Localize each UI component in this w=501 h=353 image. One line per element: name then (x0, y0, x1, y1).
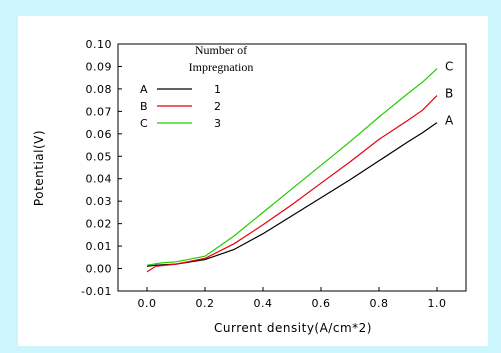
x-tick-label: 0.6 (312, 297, 331, 310)
y-tick-label: 0.07 (86, 105, 113, 118)
series-end-labels: ABC (445, 60, 454, 128)
legend-value-c: 3 (214, 117, 221, 130)
y-tick-label: 0.10 (86, 38, 113, 51)
x-tick-label: 1.0 (428, 297, 447, 310)
legend-title-line-2: Impregnation (189, 60, 254, 74)
y-tick-label: 0.05 (86, 150, 113, 163)
plot-area-border (117, 43, 467, 292)
series-line-a (146, 122, 438, 267)
legend-value-b: 2 (214, 100, 221, 113)
y-tick-label: 0.01 (86, 240, 113, 253)
y-tick-label: 0.02 (86, 218, 113, 231)
legend-key-a: A (140, 83, 148, 96)
x-axis-ticks: 0.0 0.2 0.4 0.6 0.8 1.0 (138, 287, 447, 310)
series-line-b (146, 95, 438, 273)
legend: Number of Impregnation A 1 B 2 C 3 (140, 43, 253, 130)
legend-key-c: C (140, 117, 148, 130)
chart-svg: -0.010.000.010.020.030.040.050.060.070.0… (32, 38, 467, 335)
series-end-label-c: C (445, 60, 453, 74)
y-tick-label: 0.09 (86, 60, 113, 73)
x-tick-label: 0.0 (138, 297, 157, 310)
chart-frame: -0.01 0.00 0.01 0.02 0.03 0.04 0.05 0.06 0.07 0.0… (18, 16, 488, 346)
y-axis-title: Potential(V) (32, 130, 46, 206)
series-line-c (146, 68, 438, 266)
y-tick-label: -0.01 (81, 285, 112, 298)
y-tick-label: 0.03 (86, 195, 113, 208)
series-end-label-a: A (445, 114, 454, 128)
legend-title-line-1: Number of (195, 43, 247, 57)
y-tick-label: 0.04 (86, 173, 113, 186)
x-axis-title: Current density(A/cm*2) (214, 321, 372, 335)
x-tick-label: 0.2 (196, 297, 215, 310)
legend-key-b: B (140, 100, 148, 113)
x-tick-label: 0.8 (370, 297, 389, 310)
y-axis-ticks: -0.01 0.00 0.01 0.02 0.03 0.04 0.05 0.06 0.07 0.0… (81, 38, 122, 298)
y-tick-label: 0.00 (86, 263, 113, 276)
y-tick-label: 0.08 (86, 83, 113, 96)
legend-value-a: 1 (214, 83, 221, 96)
y-tick-label: 0.06 (86, 128, 113, 141)
x-tick-label: 0.4 (254, 297, 273, 310)
series-lines (146, 68, 438, 273)
series-end-label-b: B (445, 87, 453, 101)
